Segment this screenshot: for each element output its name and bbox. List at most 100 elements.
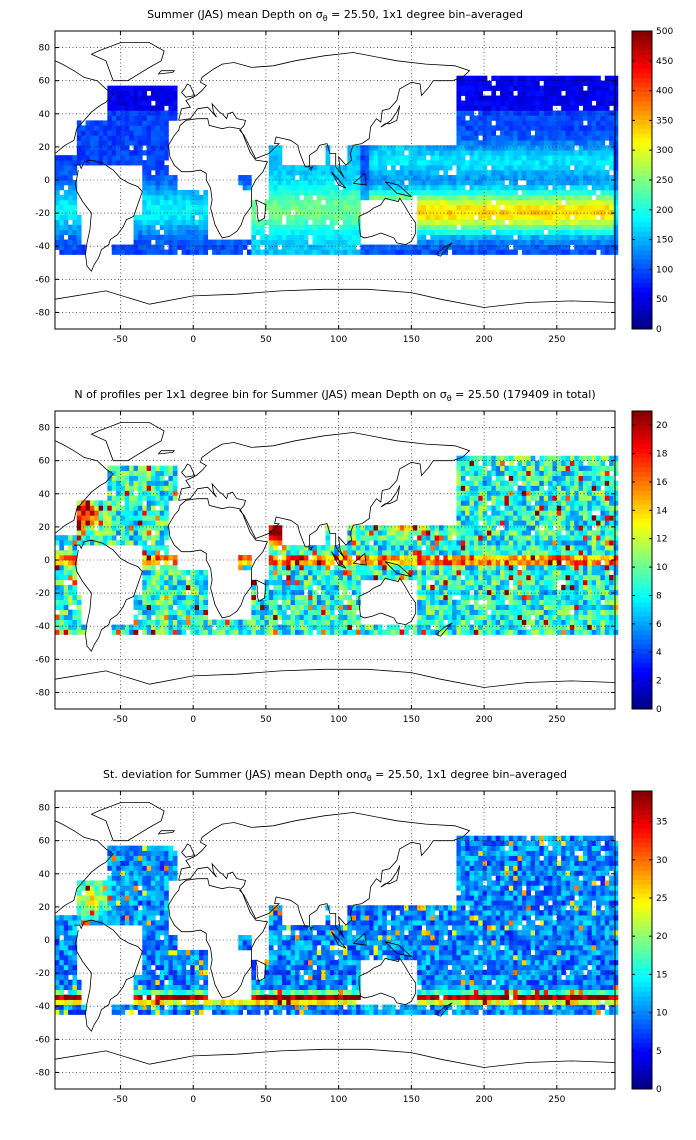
heatmap-cell <box>613 145 619 151</box>
heatmap-cell <box>491 100 497 106</box>
heatmap-cell <box>343 244 348 250</box>
heatmap-cell <box>473 599 479 606</box>
heatmap-cell <box>329 599 335 606</box>
heatmap-cell <box>303 234 309 240</box>
heatmap-cell <box>434 189 440 196</box>
heatmap-cell <box>124 160 130 166</box>
heatmap-cell <box>491 540 497 546</box>
heatmap-cell <box>548 140 553 146</box>
heatmap-cell <box>578 189 584 196</box>
heatmap-cell <box>103 125 108 131</box>
heatmap-cell <box>500 530 505 536</box>
heatmap-cell <box>76 624 82 630</box>
heatmap-cell <box>421 609 427 615</box>
colorbar-segment <box>632 166 652 172</box>
heatmap-cell <box>72 579 78 586</box>
heatmap-cell <box>325 249 331 255</box>
heatmap-cell <box>142 90 147 96</box>
heatmap-cell <box>308 579 313 586</box>
heatmap-cell <box>334 574 339 581</box>
heatmap-cell <box>552 155 558 161</box>
heatmap-cell <box>303 175 309 181</box>
heatmap-cell <box>587 160 593 166</box>
heatmap-cell <box>382 535 387 541</box>
heatmap-cell <box>391 535 396 541</box>
heatmap-cell <box>151 619 156 625</box>
heatmap-cell <box>491 490 497 496</box>
heatmap-cell <box>168 629 174 635</box>
heatmap-cell <box>596 180 601 186</box>
heatmap-cell <box>395 244 401 250</box>
heatmap-cell <box>513 180 518 186</box>
heatmap-cell <box>539 150 545 156</box>
heatmap-cell <box>574 170 579 176</box>
heatmap-cell <box>495 495 501 501</box>
heatmap-cell <box>137 540 143 546</box>
heatmap-cell <box>94 530 99 536</box>
heatmap-cell <box>504 239 510 245</box>
heatmap-cell <box>377 160 383 166</box>
heatmap-cell <box>343 614 348 620</box>
heatmap-cell <box>491 624 497 630</box>
heatmap-cell <box>360 170 366 176</box>
heatmap-cell <box>181 629 187 635</box>
heatmap-cell <box>133 249 139 255</box>
heatmap-cell <box>286 204 291 211</box>
heatmap-cell <box>81 525 86 531</box>
heatmap-cell <box>583 130 588 136</box>
heatmap-cell <box>583 219 588 226</box>
heatmap-cell <box>465 560 470 566</box>
heatmap-cell <box>164 560 169 566</box>
heatmap-cell <box>487 455 492 462</box>
heatmap-cell <box>587 90 593 96</box>
heatmap-cell <box>526 490 531 496</box>
heatmap-cell <box>277 594 283 601</box>
heatmap-cell <box>85 155 91 161</box>
heatmap-cell <box>604 135 610 141</box>
heatmap-cell <box>543 244 549 250</box>
heatmap-cell <box>369 624 374 630</box>
heatmap-cell <box>273 189 278 196</box>
heatmap-cell <box>447 244 453 250</box>
colorbar-segment <box>632 254 652 260</box>
heatmap-cell <box>434 184 440 191</box>
heatmap-cell <box>299 180 305 186</box>
heatmap-cell <box>456 214 462 221</box>
heatmap-cell <box>59 229 65 235</box>
heatmap-cell <box>369 550 374 556</box>
heatmap-cell <box>508 535 514 541</box>
heatmap-cell <box>129 485 134 491</box>
heatmap-cell <box>373 560 379 566</box>
heatmap-cell <box>456 80 462 86</box>
heatmap-cell <box>487 525 492 531</box>
heatmap-cell <box>290 569 296 576</box>
heatmap-cell <box>286 180 291 186</box>
heatmap-cell <box>578 75 584 82</box>
heatmap-cell <box>408 525 414 531</box>
heatmap-cell <box>421 150 427 156</box>
heatmap-cell <box>391 165 396 171</box>
heatmap-cell <box>316 244 322 250</box>
y-tick-label: -80 <box>35 308 50 318</box>
heatmap-cell <box>316 594 322 601</box>
colorbar-segment <box>632 119 652 125</box>
heatmap-cell <box>146 120 152 126</box>
heatmap-cell <box>347 249 353 255</box>
heatmap-cell <box>439 249 444 255</box>
heatmap-cell <box>290 609 296 615</box>
heatmap-cell <box>356 180 361 186</box>
heatmap-cell <box>277 574 283 581</box>
heatmap-cell <box>273 624 278 630</box>
heatmap-cell <box>613 85 619 91</box>
heatmap-cell <box>452 525 457 531</box>
heatmap-cell <box>482 194 488 201</box>
heatmap-cell <box>325 224 331 231</box>
heatmap-cell <box>159 555 165 561</box>
heatmap-cell <box>574 85 579 91</box>
heatmap-cell <box>473 520 479 526</box>
heatmap-cell <box>434 170 440 176</box>
heatmap-cell <box>247 629 252 635</box>
heatmap-cell <box>535 180 540 186</box>
heatmap-cell <box>369 530 374 536</box>
heatmap-cell <box>469 224 475 231</box>
